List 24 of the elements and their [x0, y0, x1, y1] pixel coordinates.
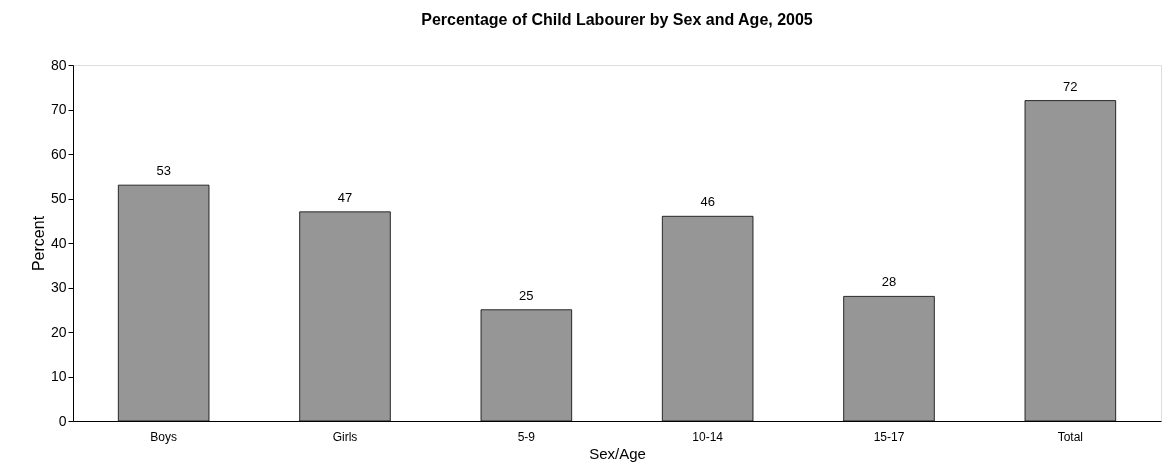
y-tick-label: 0	[58, 412, 67, 429]
x-tick-label: Total	[1057, 429, 1084, 444]
y-tick-label: 10	[50, 368, 67, 384]
x-tick-label: Boys	[150, 429, 178, 444]
x-tick-label: 10-14	[692, 429, 724, 444]
data-label: 46	[700, 194, 715, 210]
data-label: 25	[519, 287, 534, 303]
y-tick-label: 50	[50, 190, 67, 206]
data-label: 53	[156, 163, 171, 179]
x-tick-label: Girls	[332, 429, 358, 444]
y-tick-label: 30	[50, 279, 67, 295]
y-tick-label: 80	[50, 56, 67, 73]
x-axis-title: Sex/Age	[589, 444, 646, 462]
data-label: 47	[337, 189, 353, 205]
data-label: 72	[1063, 78, 1078, 94]
y-tick-label: 60	[50, 145, 67, 162]
y-axis-title: Percent	[29, 215, 47, 272]
x-tick-label: 5-9	[517, 429, 536, 444]
y-tick-label: 20	[50, 323, 67, 340]
y-tick-label: 40	[50, 234, 67, 251]
y-tick-label: 70	[50, 101, 67, 117]
data-label: 28	[881, 274, 897, 290]
chart-title: Percentage of Child Labourer by Sex and Age, 2005	[421, 11, 813, 28]
x-tick-label: 15-17	[873, 429, 905, 444]
